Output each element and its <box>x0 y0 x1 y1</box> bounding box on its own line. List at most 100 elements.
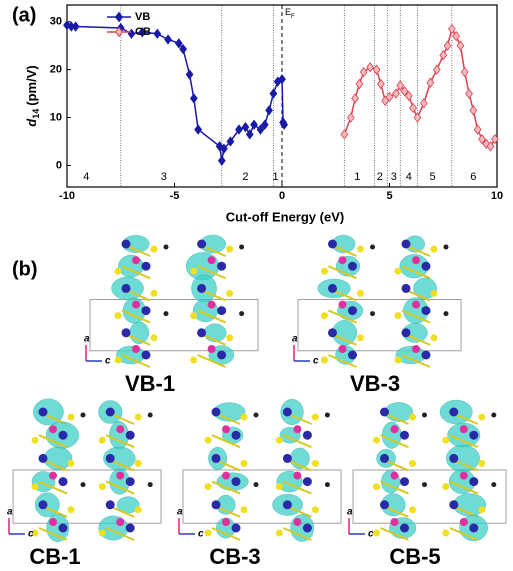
atom <box>478 506 486 514</box>
atom <box>373 436 380 444</box>
data-point <box>164 34 172 45</box>
atom <box>321 312 328 320</box>
atom <box>338 300 347 309</box>
region-label: 6 <box>470 171 476 183</box>
atom <box>197 239 207 249</box>
atom <box>409 459 416 467</box>
atom <box>348 261 357 271</box>
atom <box>141 350 151 360</box>
atom <box>204 436 212 444</box>
data-point <box>490 133 499 145</box>
atom <box>469 430 479 440</box>
atom <box>400 477 409 487</box>
atom <box>141 306 151 316</box>
atom <box>222 518 230 526</box>
data-point <box>482 138 491 150</box>
data-point <box>478 133 486 145</box>
data-point <box>439 50 448 61</box>
atom <box>401 328 411 338</box>
atom <box>197 328 207 338</box>
bond <box>449 434 479 449</box>
atom <box>253 482 259 488</box>
atom <box>459 425 468 434</box>
bond <box>121 354 151 368</box>
data-point <box>245 129 254 140</box>
atom <box>380 407 389 417</box>
bond <box>211 527 241 541</box>
bond <box>283 527 312 541</box>
atom <box>421 261 431 271</box>
atom <box>226 245 234 253</box>
atom <box>311 413 319 421</box>
atom <box>311 506 319 514</box>
x-tick-label: 0 <box>279 190 285 202</box>
atom <box>190 267 198 275</box>
data-point <box>443 40 452 51</box>
axis-label: a <box>347 507 353 518</box>
x-tick-label: -5 <box>170 190 180 202</box>
atom <box>31 483 39 491</box>
axis-label: c <box>198 529 204 540</box>
atom <box>121 328 131 338</box>
atom <box>282 453 292 463</box>
data-point <box>447 23 456 35</box>
region-label: 3 <box>391 171 397 183</box>
atom <box>357 245 364 253</box>
atom <box>98 436 106 444</box>
atom <box>98 529 106 537</box>
atom <box>132 256 140 265</box>
atom <box>302 430 312 440</box>
data-point <box>235 124 243 135</box>
atom <box>293 471 302 480</box>
unit-cell <box>352 469 507 524</box>
data-point <box>217 155 226 166</box>
data-point <box>340 129 349 140</box>
atom <box>412 300 420 309</box>
y-tick-label: 30 <box>50 16 62 28</box>
axis-label: c <box>105 356 111 367</box>
region-label: 2 <box>377 171 383 183</box>
atom <box>163 244 169 250</box>
atom <box>239 244 245 250</box>
data-point <box>426 77 435 88</box>
bond <box>105 480 135 495</box>
atom <box>421 306 431 316</box>
atom <box>231 430 241 440</box>
atom <box>197 283 207 293</box>
data-point <box>260 119 269 130</box>
atom <box>38 407 48 417</box>
atom <box>449 500 459 510</box>
data-point <box>396 80 405 91</box>
atom <box>449 453 459 463</box>
atom <box>324 482 330 488</box>
data-point <box>185 69 194 80</box>
atom <box>443 244 449 250</box>
axis-label: a <box>292 334 298 345</box>
bond <box>38 480 68 495</box>
isosurface <box>116 496 140 514</box>
atom <box>443 311 449 317</box>
atom <box>134 413 142 421</box>
bond <box>401 309 431 324</box>
atom <box>357 289 364 297</box>
atom <box>430 289 438 297</box>
atom <box>116 518 125 526</box>
panel-label: (a) <box>12 4 36 26</box>
atom <box>240 506 248 514</box>
atom <box>302 523 312 533</box>
atom <box>211 453 221 463</box>
atom <box>422 412 427 418</box>
y-label-symbol: d <box>24 118 39 127</box>
atom <box>132 300 140 309</box>
region-label: 2 <box>242 171 248 183</box>
data-point <box>420 98 428 109</box>
legend-label: VB <box>135 11 150 23</box>
atom <box>357 334 364 342</box>
atom <box>400 430 409 440</box>
data-point <box>413 112 422 123</box>
atom <box>348 350 357 360</box>
atom <box>373 483 380 491</box>
atom <box>321 267 328 275</box>
atom <box>348 306 357 316</box>
atom <box>58 523 68 533</box>
